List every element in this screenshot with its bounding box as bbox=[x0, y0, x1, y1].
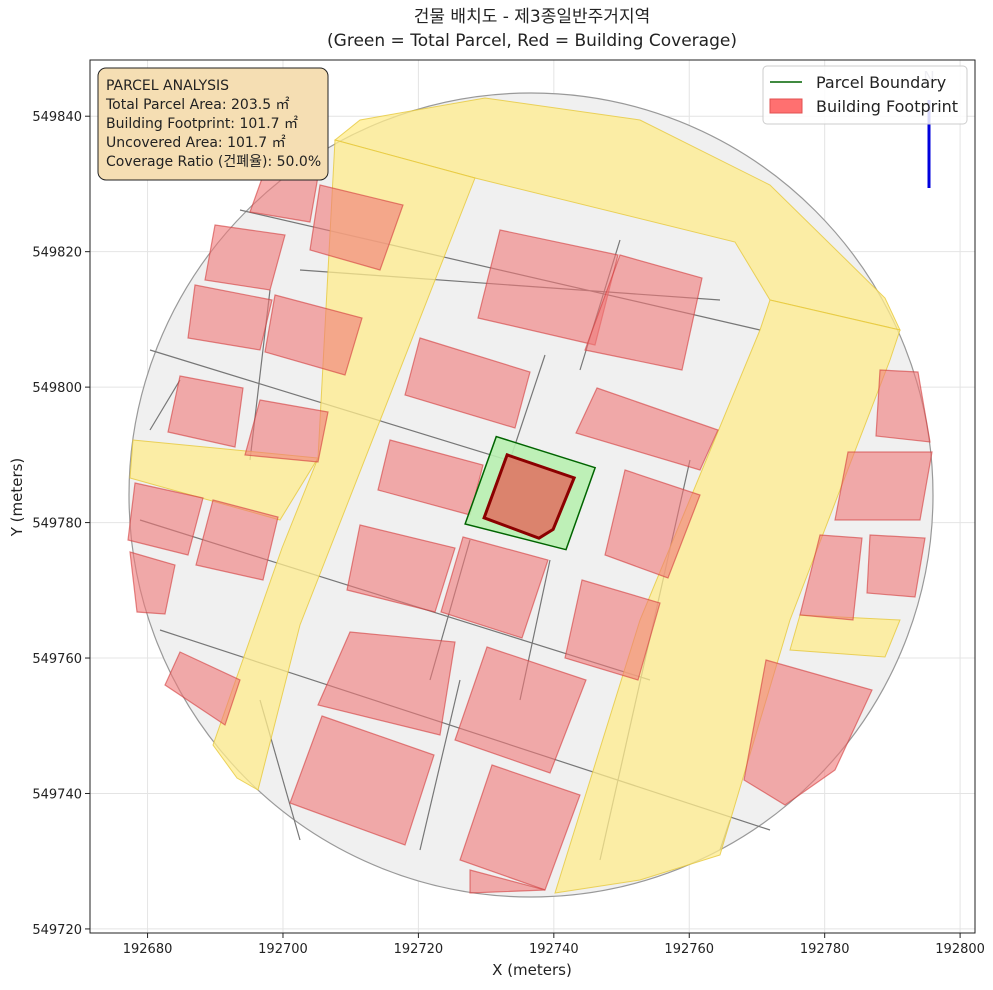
y-tick-label: 549820 bbox=[32, 246, 82, 261]
y-tick-label: 549840 bbox=[32, 110, 82, 125]
y-axis-label: Y (meters) bbox=[8, 458, 26, 538]
context-map bbox=[127, 92, 934, 898]
x-tick-label: 192800 bbox=[935, 942, 985, 957]
y-tick-label: 549780 bbox=[32, 517, 82, 532]
x-tick-label: 192720 bbox=[394, 942, 444, 957]
y-tick-label: 549760 bbox=[32, 652, 82, 667]
chart-title: 건물 배치도 - 제3종일반주거지역 bbox=[414, 7, 650, 27]
polygon bbox=[482, 452, 577, 540]
annotation-line: Uncovered Area: 101.7 ㎡ bbox=[106, 135, 286, 151]
x-tick-label: 192780 bbox=[800, 942, 850, 957]
x-tick-label: 192740 bbox=[529, 942, 579, 957]
annotation-box bbox=[97, 67, 329, 181]
legend-swatch bbox=[769, 98, 803, 114]
legend bbox=[762, 65, 968, 125]
legend-label: Building Footprint bbox=[816, 97, 958, 116]
y-tick-label: 549740 bbox=[32, 787, 82, 802]
plot-frame bbox=[89, 59, 976, 934]
x-axis-label: X (meters) bbox=[492, 961, 572, 979]
x-tick-label: 192680 bbox=[123, 942, 173, 957]
y-tick-label: 549800 bbox=[32, 381, 82, 396]
y-tick-label: 549720 bbox=[32, 923, 82, 938]
x-tick-label: 192700 bbox=[258, 942, 308, 957]
annotation-line: Building Footprint: 101.7 ㎡ bbox=[106, 116, 298, 132]
chart-subtitle: (Green = Total Parcel, Red = Building Co… bbox=[327, 31, 737, 51]
x-tick-label: 192760 bbox=[664, 942, 714, 957]
legend-label: Parcel Boundary bbox=[816, 73, 946, 92]
annotation-line: PARCEL ANALYSIS bbox=[106, 78, 229, 94]
annotation-line: Total Parcel Area: 203.5 ㎡ bbox=[105, 97, 290, 113]
annotation-line: Coverage Ratio (건폐율): 50.0% bbox=[106, 154, 321, 170]
